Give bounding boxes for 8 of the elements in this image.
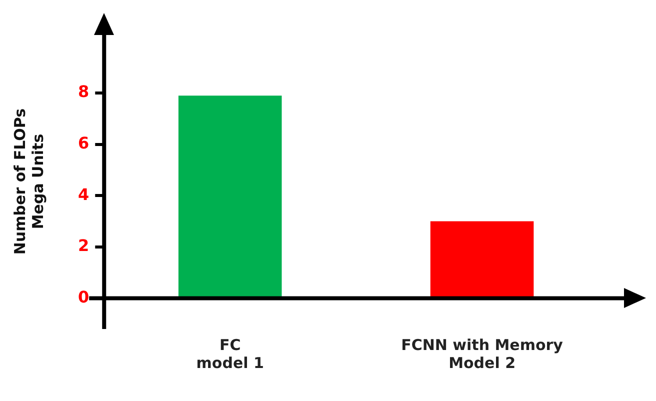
y-axis-title: Number of FLOPs Mega Units	[10, 108, 47, 255]
y-tick-label: 2	[78, 236, 90, 256]
x-tick-label: FCNN with Memory Model 2	[401, 336, 564, 372]
y-tick-label: 4	[78, 184, 90, 204]
y-tick-label: 8	[78, 82, 90, 102]
x-tick-label: FC model 1	[196, 336, 264, 372]
y-tick-label: 0	[78, 287, 90, 306]
y-tick-label: 6	[78, 133, 90, 152]
